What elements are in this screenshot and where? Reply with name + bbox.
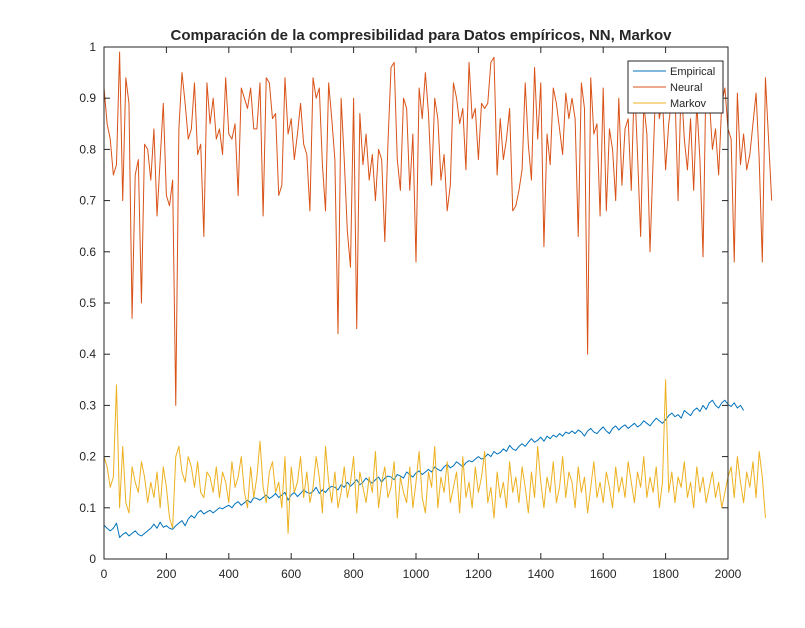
y-tick-label: 0.2 bbox=[79, 450, 96, 464]
x-tick-label: 600 bbox=[281, 567, 301, 581]
x-tick-label: 200 bbox=[156, 567, 176, 581]
x-tick-label: 0 bbox=[101, 567, 108, 581]
y-tick-label: 0.7 bbox=[79, 194, 96, 208]
legend: Empirical Neural Markov bbox=[627, 60, 724, 114]
y-tick-label: 0 bbox=[89, 552, 96, 566]
series-line-markov bbox=[103, 379, 766, 534]
y-tick-label: 0.4 bbox=[79, 347, 96, 361]
x-tick-label: 1400 bbox=[527, 567, 554, 581]
x-tick-label: 1800 bbox=[652, 567, 679, 581]
x-tick-label: 1600 bbox=[590, 567, 617, 581]
x-tick-label: 800 bbox=[344, 567, 364, 581]
axes-layer: 0 200 400 600 800 1000 1200 1400 1600 1800 2000 0 0.… bbox=[79, 40, 741, 581]
x-tick-label: 1000 bbox=[403, 567, 430, 581]
y-tick-label: 0.1 bbox=[79, 501, 96, 515]
x-tick-label: 2000 bbox=[715, 567, 742, 581]
legend-label-neural: Neural bbox=[670, 82, 702, 94]
y-tick-label: 0.9 bbox=[79, 91, 96, 105]
legend-label-markov: Markov bbox=[670, 98, 707, 110]
y-tick-label: 1 bbox=[89, 40, 96, 54]
x-tick-label: 400 bbox=[219, 567, 239, 581]
legend-label-empirical: Empirical bbox=[670, 66, 715, 78]
y-tick-label: 0.8 bbox=[79, 142, 96, 156]
series-line-empirical bbox=[103, 399, 745, 538]
chart-title: Comparación de la compresibilidad para D… bbox=[171, 27, 673, 44]
y-tick-label: 0.3 bbox=[79, 398, 96, 412]
y-tick-label: 0.6 bbox=[79, 245, 96, 259]
plot-area: 0 200 400 600 800 1000 1200 1400 1600 1800 2000 0 0.… bbox=[79, 40, 773, 581]
x-tick-label: 1200 bbox=[465, 567, 492, 581]
y-tick-label: 0.5 bbox=[79, 296, 96, 310]
